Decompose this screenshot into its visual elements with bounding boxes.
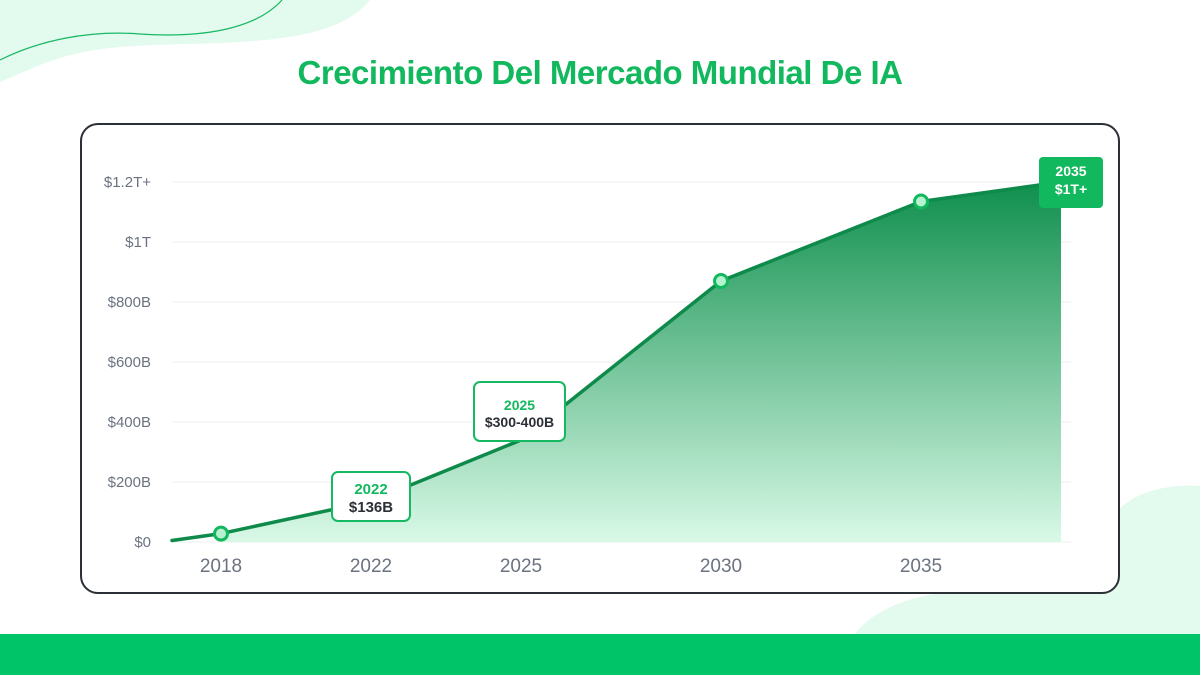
callout-2022-year: 2022 bbox=[354, 481, 388, 498]
callout-2035-value: $1T+ bbox=[1054, 180, 1088, 197]
top-left-wave bbox=[0, 0, 370, 82]
y-tick-label: $600B bbox=[108, 354, 151, 371]
y-tick-label: $1T bbox=[125, 234, 151, 251]
y-tick-label: $800B bbox=[108, 294, 151, 311]
callout-2025-year: 2025 bbox=[503, 397, 536, 413]
data-point-2030 bbox=[713, 273, 729, 289]
footer-bar bbox=[0, 634, 1200, 675]
data-point-2035 bbox=[913, 193, 929, 210]
top-left-wave-line bbox=[0, 0, 283, 61]
y-axis-ticks: $0 $200B $400B $600B $800B $1T $1.2T+ bbox=[104, 174, 151, 551]
callout-2035: 2035 $1T+ bbox=[1039, 157, 1103, 208]
x-tick-label: 2022 bbox=[350, 556, 392, 577]
area-fill bbox=[221, 182, 1061, 542]
y-tick-label: $400B bbox=[108, 414, 151, 431]
callout-2025-value: $300-400B bbox=[484, 413, 555, 430]
x-axis-ticks: 2018 2022 2025 2030 2035 bbox=[200, 556, 942, 577]
callout-2022-value: $136B bbox=[348, 499, 394, 516]
y-tick-label: $0 bbox=[134, 534, 151, 551]
y-tick-label: $1.2T+ bbox=[104, 174, 151, 191]
callout-2025: 2025 $300-400B bbox=[473, 381, 566, 442]
x-tick-label: 2035 bbox=[900, 556, 942, 577]
callout-2035-year: 2035 bbox=[1055, 163, 1087, 179]
data-point-2018 bbox=[213, 525, 229, 542]
y-tick-label: $200B bbox=[108, 474, 151, 491]
callout-2022: 2022 $136B bbox=[331, 471, 411, 522]
x-tick-label: 2030 bbox=[700, 556, 742, 577]
chart-title: Crecimiento Del Mercado Mundial De IA bbox=[297, 54, 903, 91]
data-points bbox=[213, 193, 929, 542]
x-tick-label: 2018 bbox=[200, 556, 242, 577]
x-tick-label: 2025 bbox=[500, 556, 542, 577]
